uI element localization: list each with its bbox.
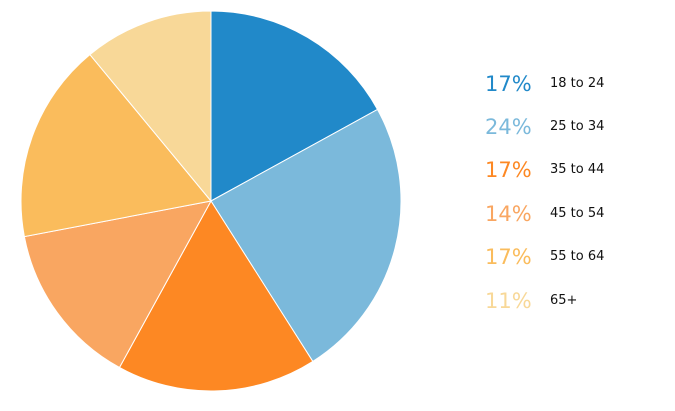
legend-percent: 24% <box>485 115 532 139</box>
pie-slice-18-to-24 <box>210 10 379 202</box>
pie-slice-45-to-54 <box>23 200 212 369</box>
legend-percent: 17% <box>485 72 532 96</box>
legend-label: 45 to 54 <box>550 206 605 221</box>
legend-percent: 17% <box>485 158 532 182</box>
pie-slice-65-plus <box>89 10 212 203</box>
legend-label: 25 to 34 <box>550 119 605 134</box>
pie-slice-25-to-34 <box>210 108 402 363</box>
legend-percent: 14% <box>485 202 532 226</box>
pie-chart <box>20 10 402 392</box>
legend-label: 55 to 64 <box>550 249 605 264</box>
pie-slice-55-to-64 <box>20 53 212 238</box>
pie-slice-35-to-44 <box>118 200 314 392</box>
legend-label: 18 to 24 <box>550 76 605 91</box>
legend-label: 65+ <box>550 293 578 308</box>
legend-label: 35 to 44 <box>550 162 605 177</box>
legend-percent: 11% <box>485 289 532 313</box>
legend-percent: 17% <box>485 245 532 269</box>
